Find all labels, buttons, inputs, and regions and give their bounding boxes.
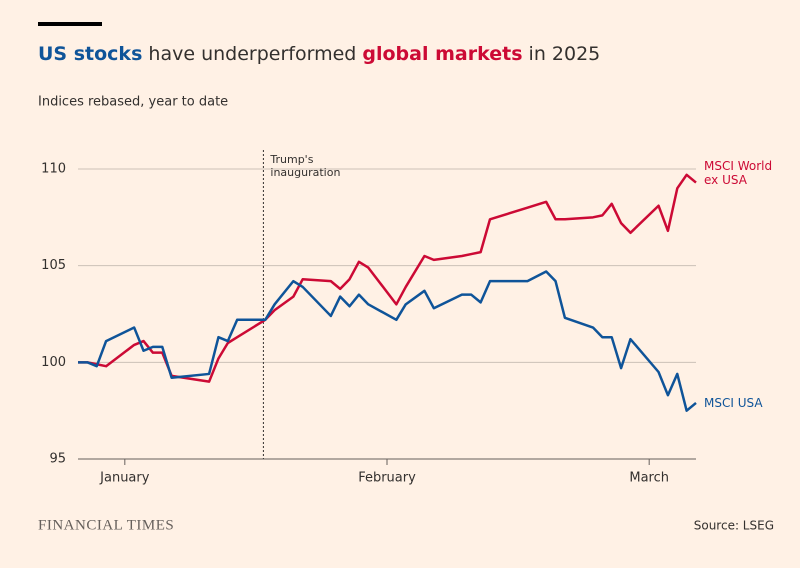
y-tick-label: 95 xyxy=(49,452,66,467)
title-part: have underperformed xyxy=(142,43,362,65)
source: Source: LSEG xyxy=(694,519,774,533)
chart-subtitle: Indices rebased, year to date xyxy=(38,95,228,110)
x-tick-label: March xyxy=(629,471,669,486)
x-tick-label: January xyxy=(99,471,150,486)
x-tick-label: February xyxy=(358,471,416,486)
series-label: MSCI USA xyxy=(704,395,763,410)
title-part: global markets xyxy=(362,43,522,65)
series-label: MSCI World ex USA xyxy=(704,158,773,187)
y-tick-label: 110 xyxy=(41,162,66,177)
y-tick-label: 100 xyxy=(41,355,66,370)
brand: FINANCIAL TIMES xyxy=(38,517,174,533)
brand-bar xyxy=(38,22,102,26)
title-part: US stocks xyxy=(38,43,142,65)
series-line xyxy=(78,173,697,383)
series-line xyxy=(78,270,697,412)
chart-title: US stocks have underperformed global mar… xyxy=(38,43,600,65)
title-part: in 2025 xyxy=(523,43,601,65)
y-tick-label: 105 xyxy=(41,258,66,273)
annotation-label: Trump's inauguration xyxy=(270,153,341,179)
